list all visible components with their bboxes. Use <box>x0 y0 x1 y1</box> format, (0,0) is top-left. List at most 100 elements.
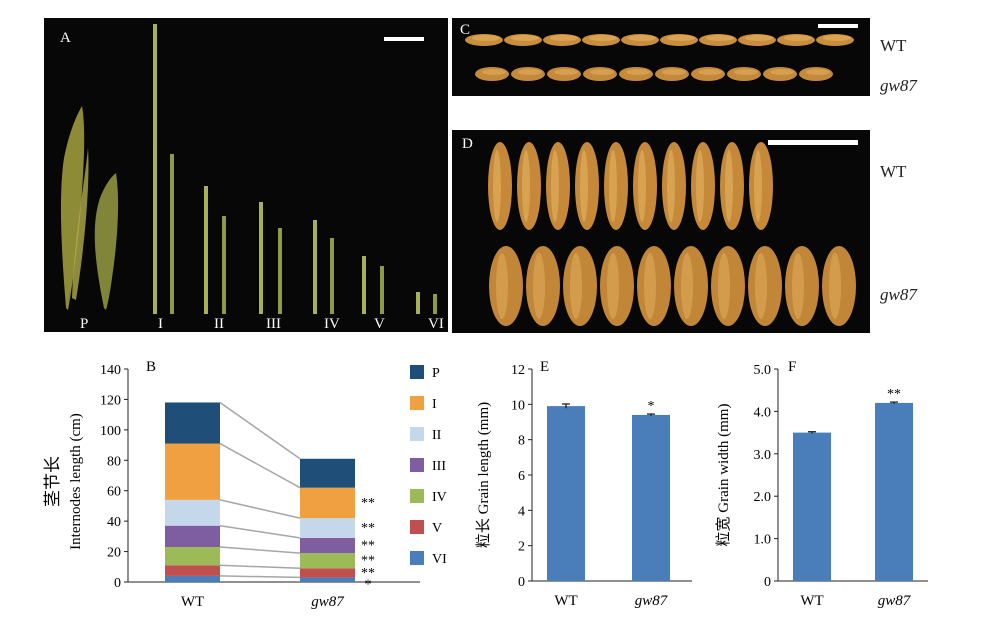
internode-label: P <box>80 316 89 332</box>
panicle-wt <box>60 106 89 310</box>
stacked-segment-VI <box>165 575 220 582</box>
y-tick-label: 2 <box>518 540 525 555</box>
internode-label: V <box>374 316 385 332</box>
stacked-segment-IV <box>165 547 220 566</box>
y-axis-label-cn: 茎节长 <box>43 456 62 507</box>
grain-highlight <box>580 150 588 222</box>
grain-highlight <box>626 69 650 75</box>
legend-label: P <box>432 366 440 381</box>
significance-mark: ** <box>361 566 375 581</box>
y-tick-label: 1.0 <box>754 533 772 548</box>
significance-mark: * <box>365 577 372 592</box>
grain-highlight <box>482 69 506 75</box>
legend-swatch-P <box>410 365 424 379</box>
y-tick-label: 4.0 <box>754 405 772 420</box>
stacked-segment-P <box>165 402 220 444</box>
internode-label: I <box>158 316 163 332</box>
y-tick-label: 100 <box>100 424 121 439</box>
x-tick-label: WT <box>800 593 823 609</box>
connector-line <box>219 401 301 460</box>
grain-highlight <box>784 35 812 41</box>
internode-stem <box>222 216 226 314</box>
stacked-segment-III <box>300 537 355 554</box>
panicle-gw87 <box>94 173 119 310</box>
internode-stem <box>362 256 366 314</box>
significance-mark: ** <box>361 521 375 536</box>
grain-highlight <box>770 69 794 75</box>
stacked-segment-P <box>300 458 355 488</box>
scale-bar <box>384 37 424 41</box>
internode-stem <box>259 202 263 314</box>
y-tick-label: 0 <box>518 575 525 590</box>
grain-highlight <box>681 253 693 319</box>
y-axis-label: 粒长 Grain length (mm) <box>475 402 492 548</box>
legend-label: V <box>432 521 442 536</box>
bar <box>793 432 831 581</box>
grain-highlight <box>554 69 578 75</box>
y-axis-label: 粒宽 Grain width (mm) <box>715 404 732 547</box>
y-tick-label: 20 <box>107 546 121 561</box>
panel-d-gw87-label: gw87 <box>880 285 917 304</box>
panel-c-gw87-label: gw87 <box>880 76 917 95</box>
y-tick-label: 120 <box>100 393 121 408</box>
grain-highlight <box>589 35 617 41</box>
significance-mark: ** <box>887 387 901 402</box>
stacked-segment-V <box>165 565 220 576</box>
internode-label: II <box>214 316 224 332</box>
grain-highlight <box>754 150 762 222</box>
bar <box>547 406 585 581</box>
legend-label: VI <box>432 552 447 567</box>
grain-highlight <box>607 253 619 319</box>
grain-highlight <box>806 69 830 75</box>
legend-swatch-II <box>410 427 424 441</box>
chart-grain-length: E 0 2 4 6 8 10 12 粒长 Grain length (mm) WT * gw87 <box>475 359 692 609</box>
stacked-segment-IV <box>300 553 355 569</box>
stacked-segment-VI <box>300 577 355 582</box>
legend-label: II <box>432 428 442 443</box>
grain-highlight <box>511 35 539 41</box>
grain-highlight <box>638 150 646 222</box>
grain-highlight <box>706 35 734 41</box>
y-axis-label-en: Internodes length (cm) <box>68 413 84 550</box>
panel-e-label: E <box>540 359 549 375</box>
grain-highlight <box>533 253 545 319</box>
internode-label: III <box>266 316 281 332</box>
significance-mark: ** <box>361 496 375 511</box>
internode-stem <box>330 238 334 314</box>
panel-c-photo: C <box>452 18 870 96</box>
grain-highlight <box>745 35 773 41</box>
scale-bar <box>768 140 858 145</box>
internode-label: VI <box>428 316 444 332</box>
y-tick-label: 8 <box>518 434 525 449</box>
y-tick-label: 10 <box>511 398 525 413</box>
significance-mark: * <box>648 399 655 414</box>
y-tick-label: 80 <box>107 454 121 469</box>
internode-stem <box>153 24 157 314</box>
stacked-segment-I <box>165 443 220 500</box>
panicle-and-internodes <box>60 24 437 314</box>
connector-line <box>219 546 301 554</box>
connector-line <box>219 575 301 579</box>
panel-b-label: B <box>146 359 156 375</box>
grain-highlight <box>698 69 722 75</box>
y-tick-label: 60 <box>107 485 121 500</box>
bar <box>875 402 913 581</box>
connector-line <box>219 564 301 570</box>
internode-stem <box>278 228 282 314</box>
y-tick-label: 0 <box>764 575 771 590</box>
x-tick-label: gw87 <box>635 593 669 609</box>
grain-highlight <box>823 35 851 41</box>
grain-highlight <box>829 253 841 319</box>
grain-highlight <box>518 69 542 75</box>
internode-stem <box>204 186 208 314</box>
stacked-segment-I <box>300 487 355 519</box>
grain-highlight <box>628 35 656 41</box>
panel-f-label: F <box>788 359 796 375</box>
y-tick-label: 140 <box>100 363 121 378</box>
grain-highlight <box>667 35 695 41</box>
internode-stem <box>380 266 384 314</box>
grain-highlight <box>755 253 767 319</box>
legend-swatch-III <box>410 458 424 472</box>
legend-swatch-IV <box>410 489 424 503</box>
x-tick-label: gw87 <box>311 594 345 610</box>
